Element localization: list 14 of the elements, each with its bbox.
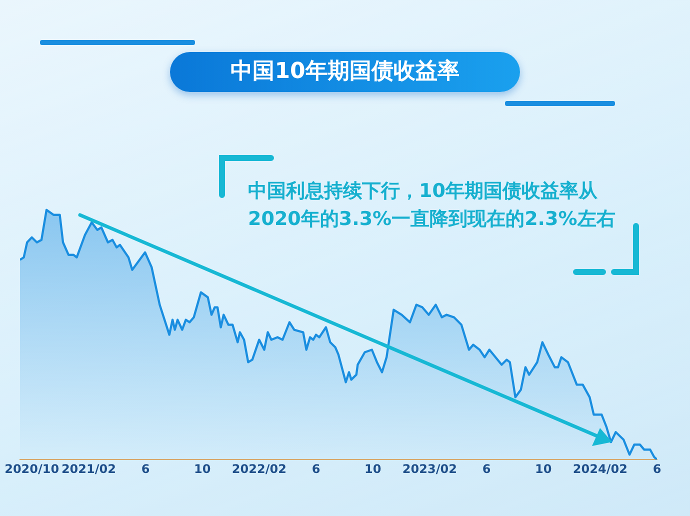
x-tick-label: 2020/10 (4, 462, 60, 476)
x-tick-label: 2023/02 (402, 462, 457, 476)
x-tick-label: 2021/02 (61, 462, 116, 476)
x-tick-label: 6 (482, 462, 491, 476)
x-tick-label: 2024/02 (572, 462, 628, 476)
x-tick-label: 10 (194, 462, 211, 476)
x-tick-label: 6 (312, 462, 320, 476)
chart-title: 中国10年期国债收益率 (170, 52, 520, 92)
x-tick-label: 10 (364, 462, 382, 476)
x-tick-label: 6 (652, 462, 662, 476)
x-tick-label: 2022/02 (232, 462, 286, 476)
x-tick-label: 6 (141, 462, 150, 476)
annotation: 中国利息持续下行，10年期国债收益率从2020年的3.3%一直降到现在的2.3%左右 (248, 179, 616, 232)
x-tick-label: 10 (534, 462, 552, 476)
